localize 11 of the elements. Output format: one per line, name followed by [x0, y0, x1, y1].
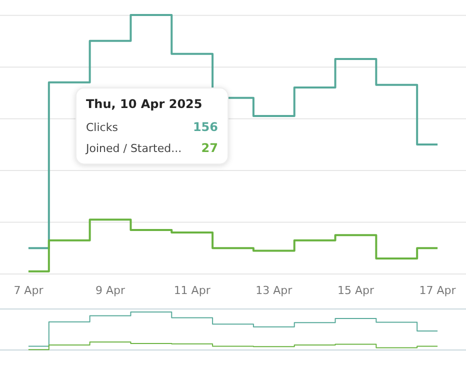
- x-tick-label: 9 Apr: [96, 284, 126, 297]
- annotation: Joined / Started...: [85, 142, 182, 155]
- x-tick-label: 17 Apr: [419, 284, 456, 297]
- annotation: 156: [192, 120, 218, 134]
- annotation: Thu, 10 Apr 2025: [86, 97, 202, 111]
- x-tick-label: 11 Apr: [174, 284, 211, 297]
- x-tick-label: 15 Apr: [337, 284, 374, 297]
- x-tick-label: 7 Apr: [14, 284, 44, 297]
- annotation: 27: [201, 141, 218, 155]
- annotation: Clicks: [86, 121, 118, 134]
- x-tick-label: 13 Apr: [256, 284, 293, 297]
